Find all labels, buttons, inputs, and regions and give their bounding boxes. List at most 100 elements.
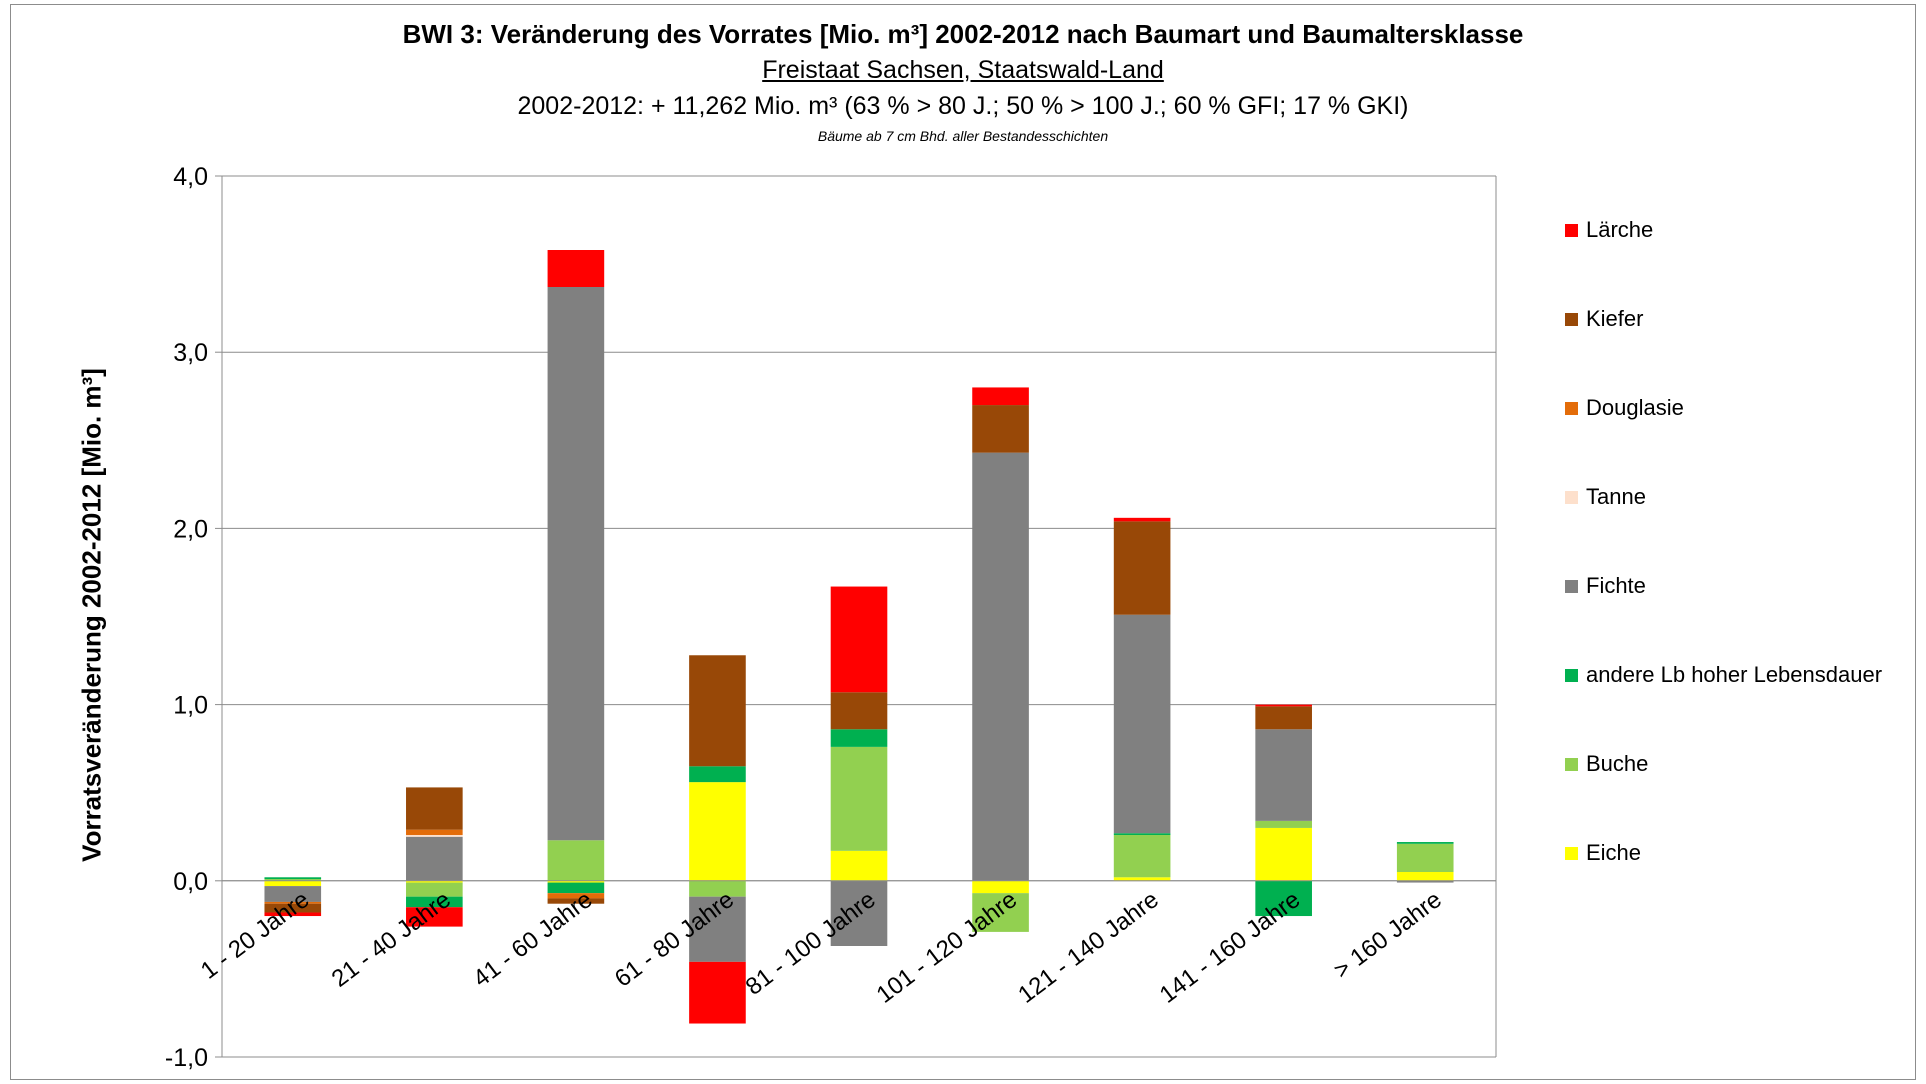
bar-segment (830, 880, 888, 946)
y-axis-label: Vorratsveränderung 2002-2012 [Mio. m³] (76, 368, 107, 862)
bar-segment (406, 787, 463, 830)
legend-item: Kiefer (1565, 304, 1643, 334)
bar-segment (972, 880, 1029, 894)
legend-item: Buche (1565, 749, 1648, 779)
bar-segment (1113, 833, 1171, 835)
bar-segment (264, 903, 322, 913)
bar-segment (547, 840, 605, 881)
axes (221, 176, 1497, 1057)
bar-segment (406, 882, 463, 897)
legend-swatch (1565, 401, 1578, 415)
bar-segment (1255, 706, 1312, 730)
bar-segment (264, 880, 322, 887)
x-tick-label: 41 - 60 Jahre (468, 886, 597, 993)
bar-segment (972, 387, 1029, 406)
y-tick-label: 1,0 (173, 692, 208, 720)
y-tick-label: 4,0 (173, 163, 208, 191)
bar-segment (830, 586, 888, 693)
bar-segment (547, 898, 605, 904)
bar-segment (830, 692, 888, 730)
bar-segment (264, 879, 322, 881)
bar-segment (830, 850, 888, 881)
legend-label: Fichte (1586, 573, 1646, 598)
chart-subtitle: Freistaat Sachsen, Staatswald-Land (762, 56, 1164, 84)
bar-segment (689, 961, 746, 1024)
legend-label: Lärche (1586, 217, 1654, 242)
bar-segment (689, 880, 746, 897)
bar-segment (406, 907, 463, 927)
bar-segment (1255, 820, 1312, 828)
legend-item: Tanne (1565, 482, 1646, 512)
legend-swatch (1565, 668, 1578, 682)
bar-segment (1396, 871, 1454, 881)
legend-item: Eiche (1565, 838, 1641, 868)
y-tick-labels: -1,0 0,0 1,0 2,0 3,0 4,0 (165, 163, 208, 1072)
bar-segment (972, 405, 1029, 453)
bar-segment (1113, 834, 1171, 878)
x-tick-label: 141 - 160 Jahre (1155, 886, 1306, 1009)
chart-frame (10, 4, 1916, 1080)
legend-label: andere Lb hoher Lebensdauer (1586, 662, 1883, 687)
bar-segment (547, 882, 605, 894)
x-tick-label: 1 - 20 Jahre (196, 886, 315, 985)
bar-segment (547, 893, 605, 899)
legend-item: andere Lb hoher Lebensdauer (1565, 660, 1882, 690)
legend-label: Tanne (1586, 484, 1646, 509)
legend-swatch (1565, 490, 1578, 504)
bar-segment (1255, 880, 1312, 917)
bar-segment (1113, 877, 1171, 881)
x-tick-label: 21 - 40 Jahre (327, 886, 456, 993)
chart-summary: 2002-2012: + 11,262 Mio. m³ (63 % > 80 J… (517, 92, 1409, 120)
legend-label: Eiche (1586, 840, 1642, 865)
bar-segment (406, 834, 463, 837)
bar-segment (406, 836, 463, 881)
x-tick-label: 121 - 140 Jahre (1013, 886, 1164, 1009)
x-tick-label: > 160 Jahre (1329, 886, 1447, 984)
legend-item: Fichte (1565, 571, 1646, 601)
legend-item: Douglasie (1565, 393, 1684, 423)
bar-segment (547, 287, 605, 841)
bar-segment (264, 877, 322, 880)
legend-item: Lärche (1565, 215, 1653, 245)
y-tick-label: 2,0 (173, 515, 208, 543)
bar-segment (406, 880, 463, 883)
bar-series (264, 250, 1454, 1024)
bar-segment (547, 250, 605, 288)
legend-label: Buche (1586, 751, 1649, 776)
legend-swatch (1565, 223, 1578, 237)
bar-segment (1396, 842, 1454, 844)
bar-segment (406, 896, 463, 908)
bar-segment (689, 782, 746, 881)
y-tick-label: 0,0 (173, 868, 208, 896)
bar-segment (972, 893, 1029, 932)
bar-segment (830, 729, 888, 747)
bar-segment (689, 766, 746, 783)
bar-segment (1113, 521, 1171, 615)
bar-segment (547, 880, 605, 883)
bar-segment (689, 655, 746, 767)
bar-segment (1255, 729, 1312, 821)
x-tick-label: 101 - 120 Jahre (872, 886, 1023, 1009)
bar-segment (830, 746, 888, 851)
legend-swatch (1565, 757, 1578, 771)
bar-segment (1396, 843, 1454, 872)
bar-segment (1255, 704, 1312, 707)
legend-swatch (1565, 312, 1578, 326)
bar-segment (1113, 614, 1171, 834)
legend-label: Kiefer (1586, 306, 1644, 331)
legend-label: Douglasie (1586, 395, 1684, 420)
bar-segment (972, 452, 1029, 881)
bar-segment (264, 912, 322, 917)
y-tick-label: 3,0 (173, 339, 208, 367)
bar-segment (1113, 517, 1171, 522)
bar-segment (1255, 827, 1312, 881)
bar-segment (689, 896, 746, 962)
chart-note: Bäume ab 7 cm Bhd. aller Bestandesschich… (817, 128, 1109, 144)
legend-swatch (1565, 579, 1578, 593)
y-tick-label: -1,0 (165, 1044, 208, 1072)
bar-segment (264, 901, 322, 904)
bar-segment (264, 886, 322, 902)
chart-title: BWI 3: Veränderung des Vorrates [Mio. m³… (402, 19, 1524, 49)
bar-segment (1396, 880, 1454, 883)
